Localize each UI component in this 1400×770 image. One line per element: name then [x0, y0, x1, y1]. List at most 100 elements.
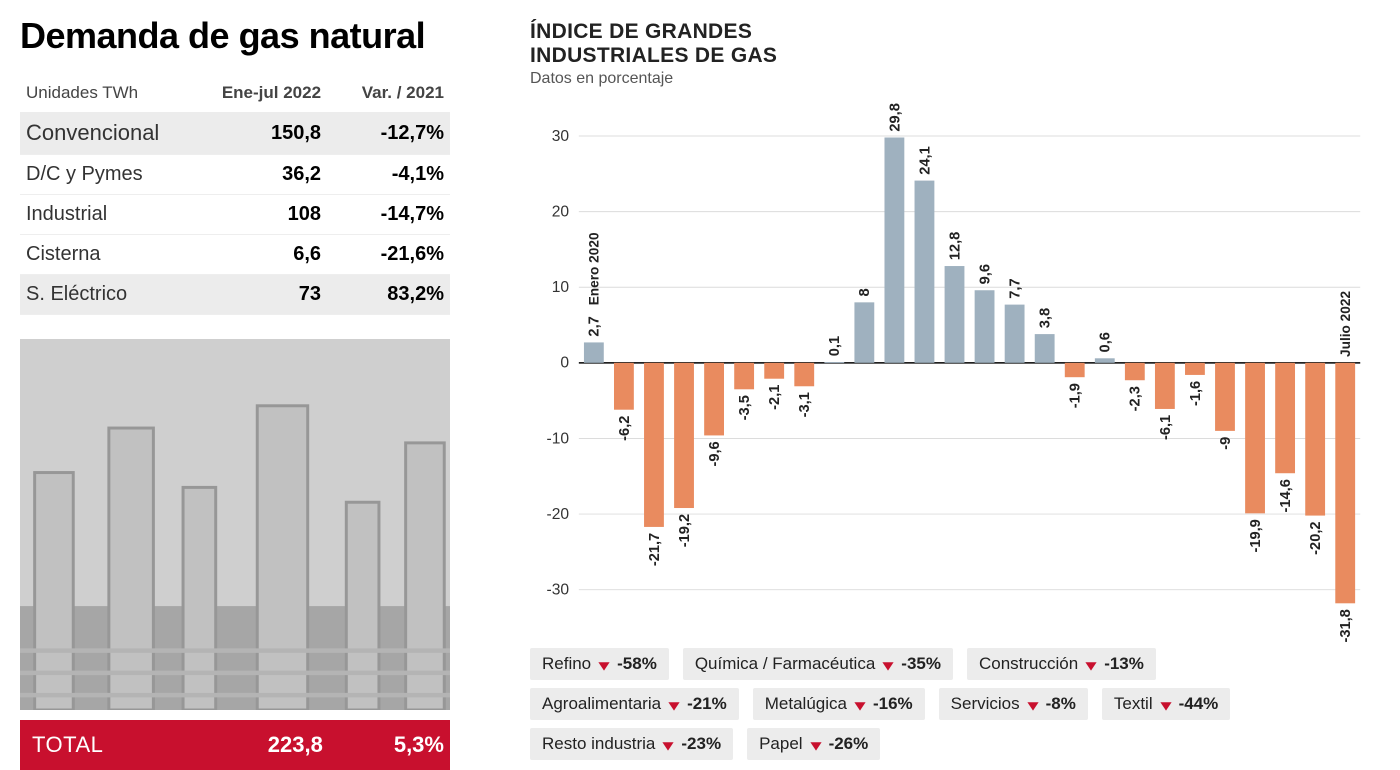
bar: [704, 363, 724, 436]
arrow-down-icon: [1026, 697, 1040, 711]
chart-start-label: Enero 2020: [587, 232, 602, 305]
sector-name: Agroalimentaria: [542, 694, 661, 714]
bar: [794, 363, 814, 386]
table-header-change: Var. / 2021: [321, 83, 444, 103]
arrow-down-icon: [667, 697, 681, 711]
svg-text:-20: -20: [547, 506, 570, 523]
bar-value-label: 0,1: [827, 336, 843, 356]
arrow-down-icon: [597, 657, 611, 671]
sector-pill: Textil-44%: [1102, 688, 1230, 720]
bar: [975, 291, 995, 364]
table-row: D/C y Pymes36,2-4,1%: [20, 155, 450, 195]
bar: [584, 343, 604, 363]
demand-table: Unidades TWh Ene-jul 2022 Var. / 2021 Co…: [20, 75, 450, 315]
bar: [1335, 363, 1355, 603]
row-label: Cisterna: [26, 243, 198, 266]
bar-value-label: 24,1: [917, 147, 933, 176]
sector-name: Construcción: [979, 654, 1078, 674]
bar: [1245, 363, 1265, 513]
sector-name: Metalúgica: [765, 694, 847, 714]
bar-value-label: 0,6: [1098, 332, 1114, 352]
bar: [1185, 363, 1205, 375]
svg-text:10: 10: [552, 279, 570, 296]
row-label: Industrial: [26, 203, 198, 226]
sector-pct: -13%: [1104, 654, 1144, 674]
bar-value-label: -31,8: [1338, 609, 1354, 642]
bar-value-label: -6,2: [617, 416, 633, 441]
bar-value-label: 29,8: [887, 103, 903, 131]
sector-pct: -23%: [681, 734, 721, 754]
row-change: -14,7%: [321, 203, 444, 226]
bar: [1095, 359, 1115, 364]
bar: [1155, 363, 1175, 409]
table-row: Convencional150,8-12,7%: [20, 112, 450, 155]
sector-pct: -58%: [617, 654, 657, 674]
bar-value-label: -2,1: [767, 385, 783, 410]
bar: [1305, 363, 1325, 516]
bar-value-label: 2,7: [587, 316, 603, 336]
chart-end-label: Julio 2022: [1338, 291, 1353, 357]
page-title: Demanda de gas natural: [20, 15, 450, 57]
sector-name: Papel: [759, 734, 802, 754]
sector-pill: Metalúgica -16%: [753, 688, 925, 720]
sector-pill: Agroalimentaria -21%: [530, 688, 739, 720]
bar-value-label: -1,6: [1188, 381, 1204, 406]
bar-value-label: -6,1: [1158, 415, 1174, 440]
table-header-period: Ene-jul 2022: [198, 83, 321, 103]
bar-value-label: -19,2: [677, 514, 693, 547]
bar-value-label: -21,7: [647, 533, 663, 566]
bar: [644, 363, 664, 527]
sector-pct: -16%: [873, 694, 913, 714]
bar: [1275, 363, 1295, 473]
row-change: -21,6%: [321, 243, 444, 266]
row-label: D/C y Pymes: [26, 163, 198, 186]
bar: [824, 362, 844, 363]
arrow-down-icon: [1084, 657, 1098, 671]
chart-title-line1: ÍNDICE DE GRANDES: [530, 20, 1370, 44]
sector-pct: -21%: [687, 694, 727, 714]
bar: [1215, 363, 1235, 431]
bar: [1065, 363, 1085, 377]
row-change: 83,2%: [321, 283, 444, 306]
svg-text:-30: -30: [547, 582, 570, 599]
row-label: Convencional: [26, 120, 198, 146]
sector-pill: Construcción -13%: [967, 648, 1156, 680]
bar-value-label: -14,6: [1278, 479, 1294, 512]
row-label: S. Eléctrico: [26, 283, 198, 306]
total-label: TOTAL: [32, 732, 202, 758]
sector-name: Servicios: [951, 694, 1020, 714]
bar: [764, 363, 784, 379]
bar-value-label: -3,1: [797, 392, 813, 417]
bar-chart: -30-20-1001020302,7-6,2-21,7-19,2-9,6-3,…: [530, 60, 1370, 642]
svg-text:0: 0: [560, 355, 569, 372]
sector-name: Química / Farmacéutica: [695, 654, 875, 674]
row-value: 150,8: [198, 122, 321, 145]
bar: [1005, 305, 1025, 363]
sector-pill: Papel-26%: [747, 728, 880, 760]
table-row: S. Eléctrico7383,2%: [20, 275, 450, 315]
sector-pill: Resto industria -23%: [530, 728, 733, 760]
table-header-units: Unidades TWh: [26, 83, 198, 103]
bar-value-label: -9: [1218, 437, 1234, 450]
sector-pill: Servicios -8%: [939, 688, 1088, 720]
bar: [734, 363, 754, 389]
industrial-photo: [20, 339, 450, 710]
bar-value-label: -9,6: [707, 442, 723, 467]
sector-name: Resto industria: [542, 734, 655, 754]
bar: [1035, 334, 1055, 363]
svg-text:20: 20: [552, 204, 570, 221]
bar-value-label: -20,2: [1308, 522, 1324, 555]
row-change: -12,7%: [321, 122, 444, 145]
arrow-down-icon: [1159, 697, 1173, 711]
total-value: 223,8: [202, 732, 323, 758]
arrow-down-icon: [809, 737, 823, 751]
arrow-down-icon: [881, 657, 895, 671]
row-value: 108: [198, 203, 321, 226]
bar: [915, 181, 935, 363]
sector-pct: -35%: [901, 654, 941, 674]
bar: [674, 363, 694, 508]
sector-pct: -8%: [1046, 694, 1076, 714]
row-value: 6,6: [198, 243, 321, 266]
bar: [614, 363, 634, 410]
bar: [884, 138, 904, 363]
